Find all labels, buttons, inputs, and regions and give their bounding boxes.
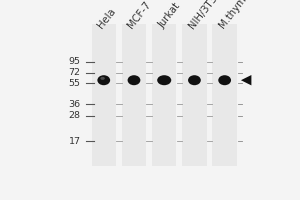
Text: 55: 55 xyxy=(68,79,80,88)
Bar xyxy=(92,24,116,166)
Text: NIH/3T3: NIH/3T3 xyxy=(187,0,219,30)
Bar xyxy=(122,24,146,166)
Text: 72: 72 xyxy=(68,68,80,77)
Ellipse shape xyxy=(188,75,201,85)
Polygon shape xyxy=(241,75,251,85)
Text: Jurkat: Jurkat xyxy=(156,1,182,30)
Text: Hela: Hela xyxy=(96,6,118,30)
Text: MCF-7: MCF-7 xyxy=(126,0,153,30)
Ellipse shape xyxy=(218,75,231,85)
Text: 36: 36 xyxy=(68,100,80,109)
Ellipse shape xyxy=(157,75,171,85)
Ellipse shape xyxy=(100,77,105,80)
Text: 28: 28 xyxy=(68,111,80,120)
Bar xyxy=(182,24,207,166)
Ellipse shape xyxy=(128,75,140,85)
Bar xyxy=(212,24,237,166)
Text: M.thymus: M.thymus xyxy=(217,0,255,30)
Text: 17: 17 xyxy=(68,137,80,146)
Bar xyxy=(152,24,176,166)
Text: 95: 95 xyxy=(68,57,80,66)
Ellipse shape xyxy=(98,75,110,85)
